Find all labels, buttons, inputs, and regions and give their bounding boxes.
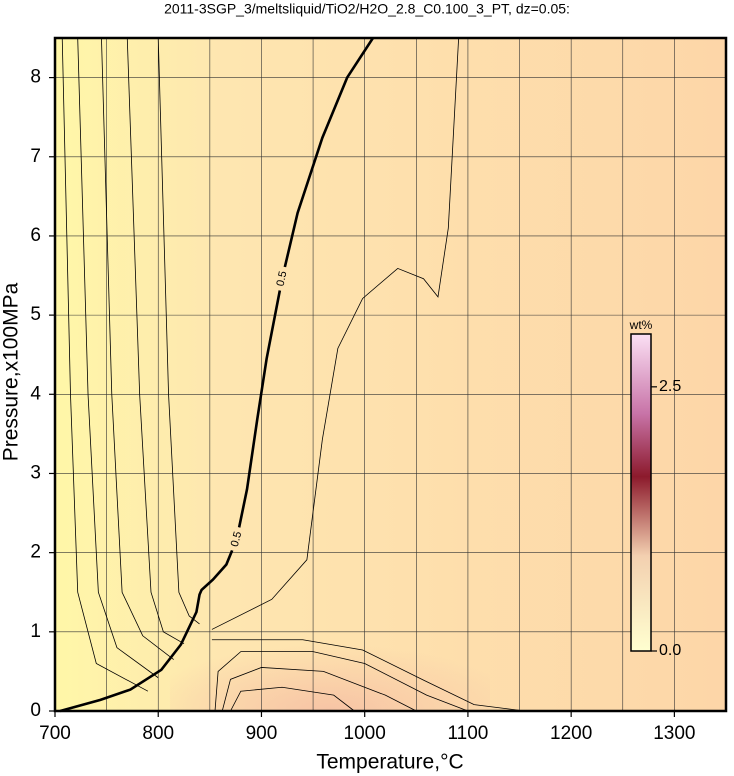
contour-label-bg bbox=[229, 526, 244, 552]
contour-label-bg bbox=[275, 266, 289, 292]
y-tick-label: 4 bbox=[30, 383, 41, 404]
y-tick-label: 1 bbox=[30, 621, 41, 642]
y-tick-label: 0 bbox=[30, 700, 41, 721]
contour-line bbox=[77, 37, 159, 679]
x-axis-label: Temperature,°C bbox=[316, 751, 463, 774]
colorbar bbox=[630, 333, 652, 652]
contour-line bbox=[211, 37, 460, 630]
x-tick-label: 1100 bbox=[447, 723, 488, 744]
plot-frame bbox=[53, 36, 728, 713]
y-tick-label: 3 bbox=[30, 462, 41, 483]
chart-title: 2011-3SGP_3/meltsliquid/TiO2/H2O_2.8_C0.… bbox=[164, 1, 570, 17]
contour-line bbox=[214, 651, 469, 712]
y-axis-label: Pressure,x100MPa bbox=[0, 282, 23, 461]
y-tick-label: 2 bbox=[30, 542, 41, 563]
contour-line bbox=[157, 37, 200, 625]
contour-line bbox=[101, 37, 174, 660]
y-tick-label: 8 bbox=[30, 67, 41, 88]
contour-line bbox=[126, 37, 185, 645]
x-tick-label: 1200 bbox=[550, 723, 592, 744]
contour-label: 0.5 bbox=[229, 530, 245, 548]
contour-line bbox=[230, 686, 355, 712]
y-tick-label: 6 bbox=[30, 225, 41, 246]
colorbar-tick-label: 0.0 bbox=[659, 642, 681, 659]
contour-line bbox=[211, 639, 525, 712]
y-tick-label: 7 bbox=[30, 146, 41, 167]
x-tick-label: 1000 bbox=[344, 723, 386, 744]
y-tick-label: 5 bbox=[30, 304, 41, 325]
colorbar-tick-label: 2.5 bbox=[659, 378, 681, 395]
colorbar-label: wt% bbox=[629, 318, 653, 332]
plot-background bbox=[55, 38, 726, 711]
contour-label: 0.5 bbox=[275, 270, 290, 287]
x-tick-label: 1300 bbox=[653, 723, 695, 744]
contour-line bbox=[59, 37, 375, 713]
x-tick-label: 800 bbox=[142, 723, 174, 744]
x-tick-label: 900 bbox=[246, 723, 278, 744]
x-tick-label: 700 bbox=[39, 723, 71, 744]
contour-line bbox=[61, 37, 149, 692]
contour-line bbox=[221, 667, 417, 712]
